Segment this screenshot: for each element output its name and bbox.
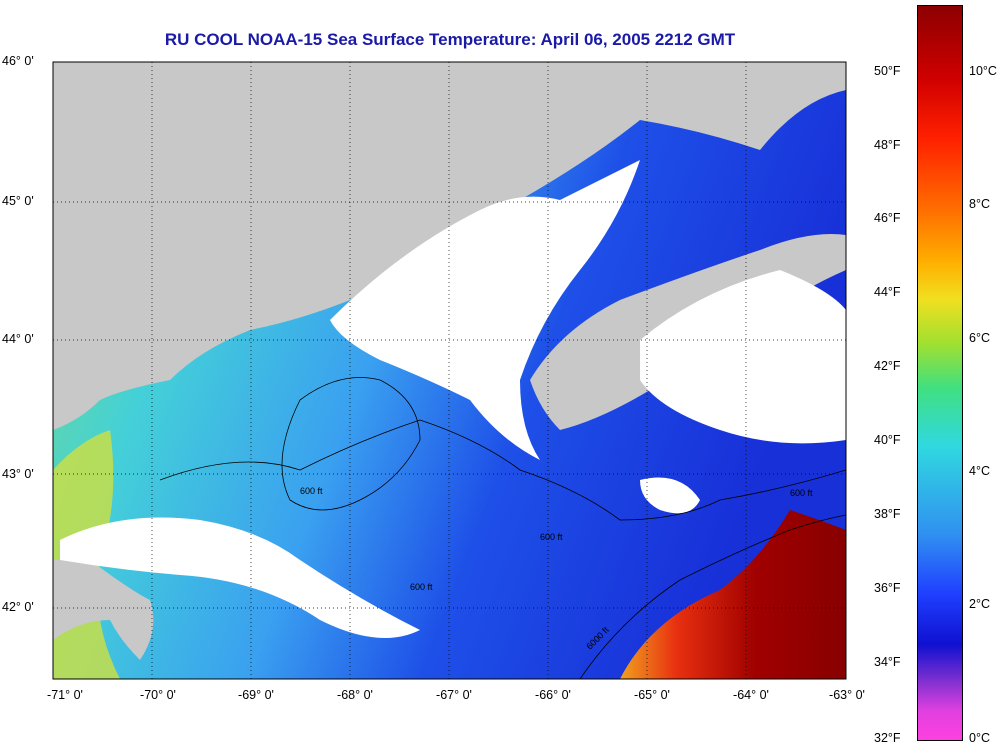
contour-label-600ft: 600 ft [300,486,323,496]
scale-label-fahrenheit: 46°F [874,211,901,225]
lat-label: 42° 0' [2,600,34,614]
lat-label: 46° 0' [2,54,34,68]
map-title: RU COOL NOAA-15 Sea Surface Temperature:… [164,30,736,49]
scale-label-fahrenheit: 34°F [874,655,901,669]
contour-label-600ft: 600 ft [540,532,563,542]
lon-label: -71° 0' [47,688,83,702]
scale-label-celsius: 4°C [969,464,990,478]
scale-label-fahrenheit: 44°F [874,285,901,299]
depth-contour-600ft [159,419,846,521]
cloud-nova-scotia [640,270,846,444]
land-cape-cod [53,560,154,660]
contour-label-600ft: 600 ft [790,488,813,498]
scale-label-celsius: 8°C [969,197,990,211]
lon-label: -63° 0' [829,688,865,702]
depth-contour-inner [281,377,421,511]
lon-label: -67° 0' [436,688,472,702]
lon-label: -69° 0' [238,688,274,702]
scale-label-fahrenheit: 32°F [874,731,901,745]
scale-label-fahrenheit: 42°F [874,359,901,373]
gulf-stream-water [620,510,846,679]
scale-label-celsius: 0°C [969,731,990,745]
contour-label-600ft: 600 ft [410,582,433,592]
scale-label-fahrenheit: 48°F [874,138,901,152]
scale-label-fahrenheit: 38°F [874,507,901,521]
cloud-patch-east [640,477,700,514]
lat-label: 43° 0' [2,467,34,481]
lon-label: -65° 0' [634,688,670,702]
scale-label-fahrenheit: 36°F [874,581,901,595]
color-scale-bar [917,5,963,741]
lon-label: -66° 0' [535,688,571,702]
scale-label-fahrenheit: 50°F [874,64,901,78]
lat-label: 45° 0' [2,194,34,208]
scale-label-celsius: 6°C [969,331,990,345]
scale-label-celsius: 10°C [969,64,997,78]
lat-label: 44° 0' [2,332,34,346]
cloud-bay-of-fundy [330,160,640,460]
map-frame [52,61,847,680]
scale-label-celsius: 2°C [969,597,990,611]
lon-label: -68° 0' [337,688,373,702]
scale-label-fahrenheit: 40°F [874,433,901,447]
lon-label: -64° 0' [733,688,769,702]
lon-label: -70° 0' [140,688,176,702]
depth-contour-6000ft [579,514,846,679]
